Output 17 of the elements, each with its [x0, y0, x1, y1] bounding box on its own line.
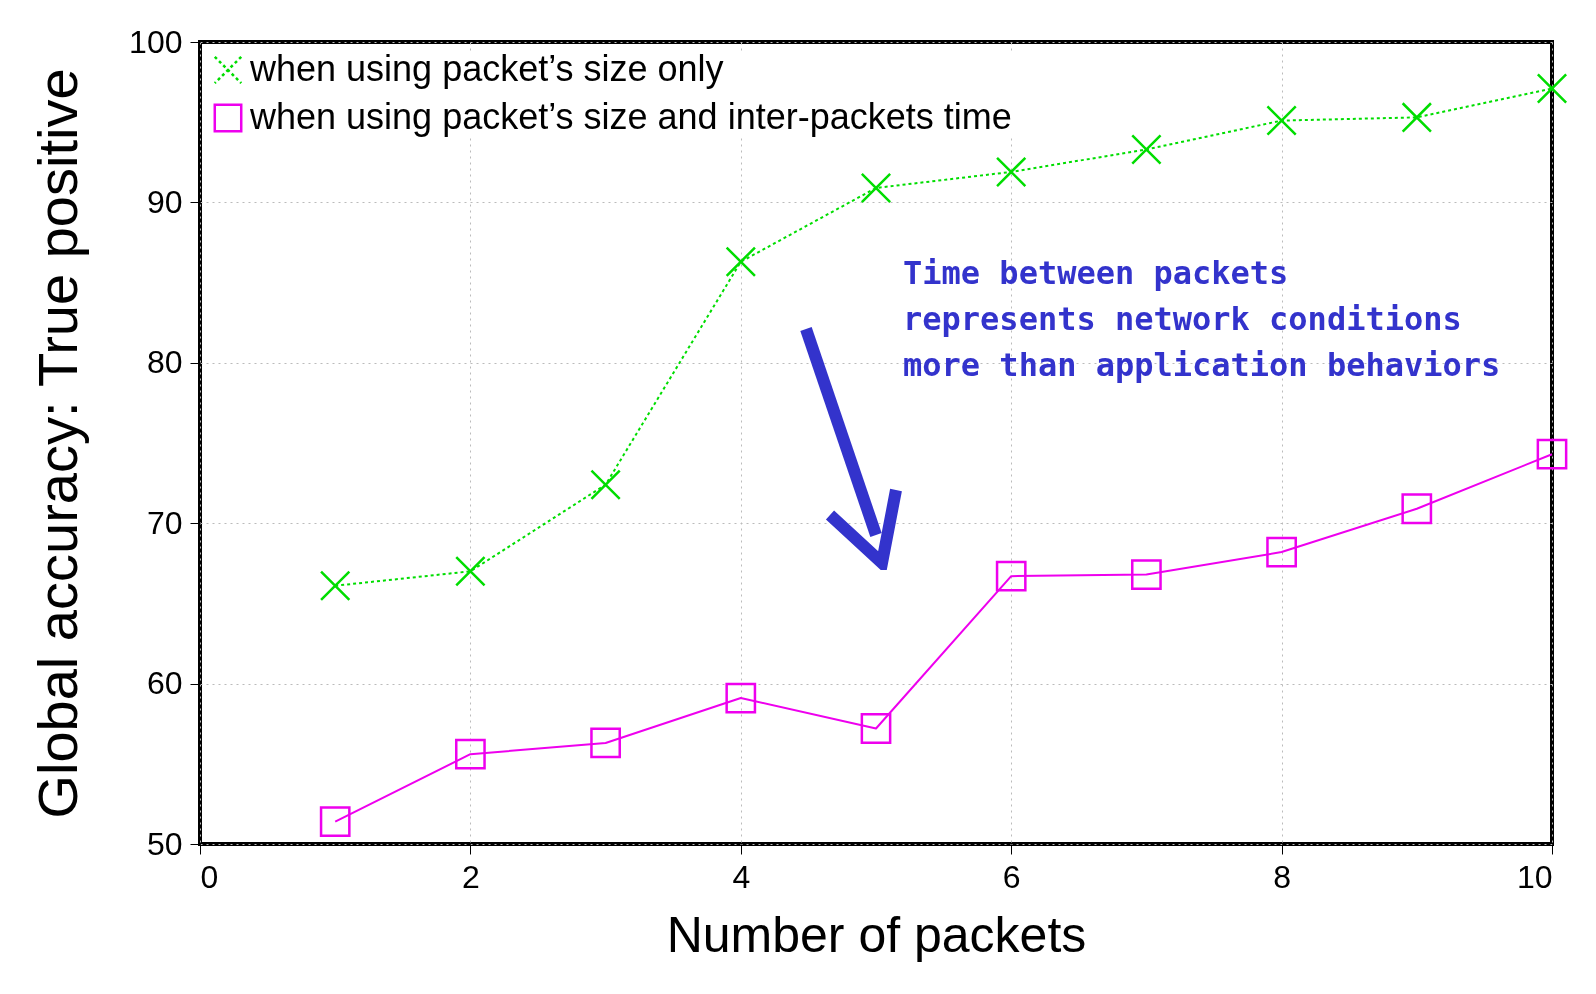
y-tick-label: 60 [146, 665, 183, 702]
y-tick-label: 90 [146, 183, 183, 220]
x-tick-label: 6 [1002, 858, 1021, 895]
annotation: Time between packets represents network conditions more than application behaviors [903, 253, 1501, 384]
y-tick-label: 50 [146, 825, 183, 862]
x-tick-label: 4 [732, 858, 751, 895]
x-tick-label: 2 [462, 858, 480, 895]
x-tick-label: 0 [200, 858, 219, 895]
legend-label: when using packet’s size only [249, 48, 724, 89]
x-tick-label: 10 [1516, 858, 1553, 895]
legend-label: when using packet’s size and inter-packets time [249, 96, 1012, 137]
x-axis-title: Number of packets [666, 906, 1087, 963]
y-tick-label: 70 [146, 504, 183, 541]
y-axis-title: Global accuracy: True positive [26, 68, 90, 819]
y-tick-label: 80 [146, 344, 183, 381]
y-tick-label: 100 [129, 23, 183, 60]
x-tick-label: 8 [1273, 858, 1291, 895]
